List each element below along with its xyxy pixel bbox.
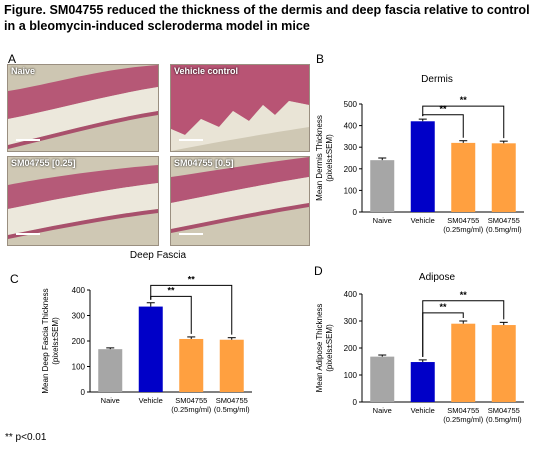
deep-fascia-chart: Deep Fascia Mean Deep Fascia Thickness (pi… (41, 250, 252, 414)
significance-label: ** (460, 95, 468, 105)
panel-letter-b: B (316, 52, 325, 66)
scale-bar (179, 233, 203, 235)
x-tick-label: (0.25mg/ml) (443, 225, 484, 234)
panel-letter-a: A (8, 52, 17, 66)
x-tick-label: (0.5mg/ml) (486, 415, 522, 424)
micrograph-vehicle: Vehicle control (170, 64, 310, 152)
micrograph-label: Vehicle control (174, 66, 239, 76)
x-tick-label: SM04755 (488, 216, 520, 225)
y-axis-label: Mean Deep Fascia Thickness (41, 288, 50, 393)
y-tick-label: 400 (344, 122, 358, 131)
bar (98, 349, 123, 392)
x-tick-label: Naive (373, 216, 392, 225)
skin-section-image (171, 157, 309, 245)
y-tick-label: 100 (344, 371, 358, 380)
x-tick-label: SM04755 (175, 396, 207, 405)
skin-section-image (8, 157, 158, 245)
x-tick-label: Vehicle (139, 396, 163, 405)
significance-label: ** (167, 285, 175, 295)
bar (451, 142, 476, 212)
bar (370, 356, 395, 402)
micrograph-label: SM04755 [0.25] (11, 158, 76, 168)
chart-title: Adipose (419, 272, 456, 283)
y-tick-label: 100 (72, 363, 86, 372)
y-tick-label: 0 (353, 398, 358, 407)
figure-title: Figure. SM04755 reduced the thickness of… (4, 3, 530, 33)
y-tick-label: 500 (344, 100, 358, 109)
x-tick-label: Naive (101, 396, 120, 405)
y-tick-label: 100 (344, 186, 358, 195)
significance-bracket (150, 284, 233, 335)
x-tick-label: SM04755 (447, 216, 479, 225)
y-tick-label: 400 (72, 286, 86, 295)
panel-letter-d: D (314, 264, 323, 278)
y-tick-label: 200 (344, 344, 358, 353)
significance-label: ** (460, 290, 468, 300)
scale-bar (16, 233, 40, 235)
y-tick-label: 400 (344, 290, 358, 299)
x-tick-label: Vehicle (411, 406, 435, 415)
dermis-chart: Dermis Mean Dermis Thickness (pixels±SEM) 0… (315, 74, 524, 234)
x-tick-label: Naive (373, 406, 392, 415)
significance-label: ** (439, 104, 447, 114)
scale-bar (16, 139, 40, 141)
x-tick-label: (0.25mg/ml) (443, 415, 484, 424)
bar (410, 121, 435, 212)
y-tick-label: 200 (72, 337, 86, 346)
x-tick-label: (0.25mg/ml) (171, 405, 212, 414)
panel-letter-c: C (10, 272, 19, 286)
scale-bar (179, 139, 203, 141)
y-axis-label: (pixels±SEM) (325, 134, 334, 182)
x-tick-label: Vehicle (411, 216, 435, 225)
micrograph-label: SM04755 [0.5] (174, 158, 234, 168)
bar (219, 339, 244, 392)
significance-label: ** (439, 302, 447, 312)
y-axis-label: Mean Dermis Thickness (315, 115, 324, 201)
bar (179, 338, 204, 392)
chart-title: Deep Fascia (130, 250, 187, 261)
y-tick-label: 0 (353, 208, 358, 217)
x-tick-label: SM04755 (447, 406, 479, 415)
y-tick-label: 200 (344, 165, 358, 174)
significance-bracket (422, 105, 505, 139)
micrograph-sm04755-025: SM04755 [0.25] (7, 156, 159, 246)
y-tick-label: 300 (344, 317, 358, 326)
y-tick-label: 0 (81, 388, 86, 397)
y-axis-label: (pixels±SEM) (51, 317, 60, 365)
skin-section-image (8, 65, 158, 151)
bar (491, 143, 516, 212)
adipose-chart: Adipose Mean Adipose Thickness (pixels±SEM… (315, 272, 524, 424)
bar (370, 160, 395, 212)
significance-bracket (422, 300, 505, 357)
y-tick-label: 300 (344, 143, 358, 152)
x-tick-label: (0.5mg/ml) (486, 225, 522, 234)
micrograph-label: Naive (11, 66, 36, 76)
significance-label: ** (188, 274, 196, 284)
significance-footnote: ** p<0.01 (5, 432, 47, 443)
y-axis-label: (pixels±SEM) (325, 324, 334, 372)
bar (451, 323, 476, 402)
bar (138, 306, 163, 392)
y-tick-label: 300 (72, 312, 86, 321)
micrograph-naive: Naive (7, 64, 159, 152)
bar (491, 325, 516, 402)
chart-title: Dermis (421, 74, 453, 85)
bar (410, 362, 435, 402)
y-axis-label: Mean Adipose Thickness (315, 304, 324, 393)
micrograph-sm04755-05: SM04755 [0.5] (170, 156, 310, 246)
x-tick-label: SM04755 (216, 396, 248, 405)
x-tick-label: SM04755 (488, 406, 520, 415)
x-tick-label: (0.5mg/ml) (214, 405, 250, 414)
skin-section-image (171, 65, 309, 151)
